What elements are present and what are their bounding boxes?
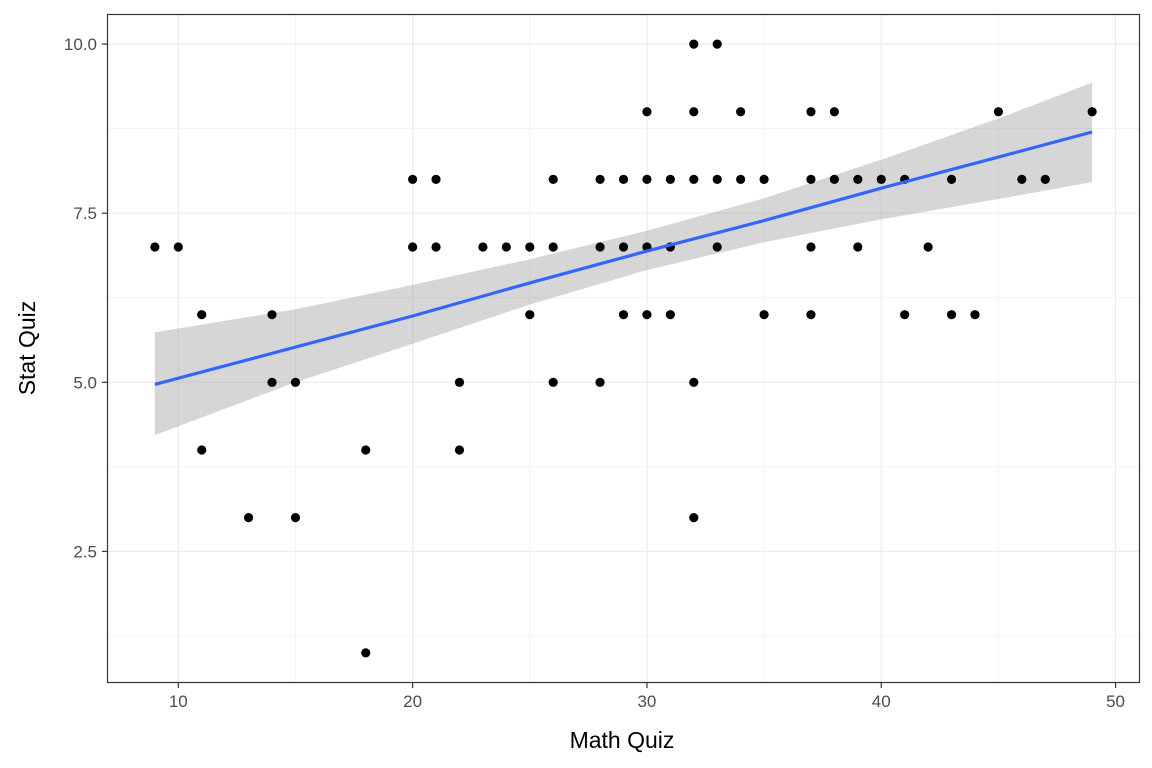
data-point	[267, 310, 277, 320]
data-point	[712, 174, 722, 184]
data-point	[946, 174, 957, 184]
data-point	[197, 310, 207, 320]
data-point	[361, 445, 371, 455]
major-gridlines	[108, 15, 1139, 682]
data-point	[525, 242, 535, 252]
y-axis-ticks: 2.5 5.0 7.5 10.0	[64, 35, 108, 561]
fit-line	[154, 130, 1093, 386]
data-point	[642, 174, 652, 184]
data-point	[1017, 174, 1027, 184]
y-tick-label: 10.0	[64, 35, 97, 54]
data-point	[478, 242, 488, 252]
data-point	[548, 174, 558, 184]
data-point	[595, 242, 605, 252]
data-point	[290, 377, 301, 387]
data-point	[548, 242, 558, 252]
fit-line-layer	[154, 130, 1093, 386]
data-point	[993, 107, 1004, 117]
y-tick-label: 5.0	[73, 373, 97, 392]
data-point	[806, 242, 816, 252]
data-point	[853, 174, 863, 184]
data-point	[290, 513, 301, 523]
data-point	[173, 242, 183, 252]
data-point	[853, 242, 863, 252]
data-point	[970, 310, 980, 320]
data-point	[454, 445, 465, 455]
scatter-points	[150, 39, 1097, 658]
x-tick-label: 40	[872, 692, 891, 711]
data-point	[595, 377, 605, 387]
data-point	[408, 242, 418, 252]
data-point	[689, 174, 699, 184]
data-point	[618, 174, 629, 184]
x-axis-ticks: 10 20 30 40 50	[169, 682, 1125, 711]
data-point	[618, 310, 629, 320]
x-tick-label: 10	[169, 692, 188, 711]
data-point	[243, 513, 254, 523]
data-point	[548, 377, 558, 387]
data-point	[642, 310, 652, 320]
data-point	[595, 174, 605, 184]
data-point	[618, 242, 629, 252]
data-point	[736, 107, 746, 117]
data-point	[806, 107, 816, 117]
data-point	[267, 377, 277, 387]
data-point	[431, 242, 441, 252]
data-point	[712, 242, 722, 252]
data-point	[923, 242, 933, 252]
data-point	[642, 107, 652, 117]
x-tick-label: 20	[403, 692, 422, 711]
data-point	[689, 377, 699, 387]
data-point	[759, 174, 769, 184]
data-point	[946, 310, 957, 320]
data-point	[806, 174, 816, 184]
y-tick-label: 2.5	[73, 542, 97, 561]
x-tick-label: 30	[637, 692, 656, 711]
data-point	[876, 174, 886, 184]
data-point	[689, 513, 699, 523]
data-point	[454, 377, 465, 387]
data-point	[689, 107, 699, 117]
data-point	[361, 648, 371, 658]
data-point	[712, 39, 722, 49]
data-point	[829, 174, 839, 184]
data-point	[759, 310, 769, 320]
data-point	[1040, 174, 1050, 184]
data-point	[408, 174, 418, 184]
data-point	[665, 310, 675, 320]
data-point	[431, 174, 441, 184]
data-point	[1087, 107, 1097, 117]
data-point	[665, 174, 675, 184]
data-point	[900, 310, 910, 320]
x-axis-title: Math Quiz	[570, 727, 675, 753]
y-tick-label: 7.5	[73, 204, 97, 223]
data-point	[736, 174, 746, 184]
data-point	[525, 310, 535, 320]
data-point	[689, 39, 699, 49]
data-point	[806, 310, 816, 320]
data-point	[501, 242, 511, 252]
panel-border	[106, 13, 1141, 684]
minor-gridlines	[108, 15, 1139, 682]
data-point	[150, 242, 160, 252]
x-tick-label: 50	[1106, 692, 1125, 711]
data-point	[829, 107, 839, 117]
data-point	[197, 445, 207, 455]
y-axis-title: Stat Quiz	[14, 301, 40, 396]
